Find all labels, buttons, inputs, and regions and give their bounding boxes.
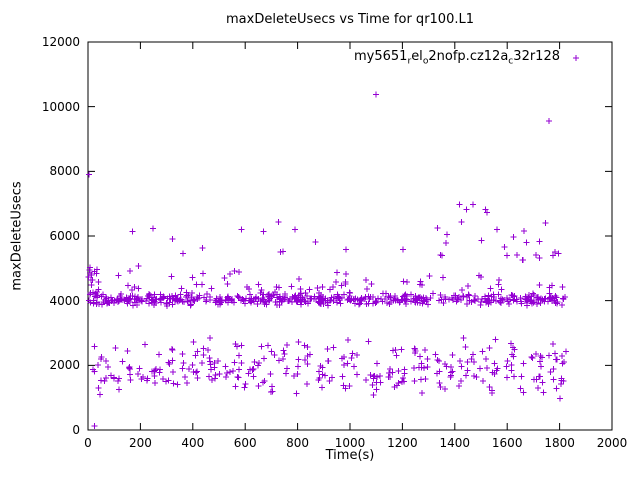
chart-title: maxDeleteUsecs vs Time for qr100.L1 [226,12,474,27]
x-tick-label: 1600 [491,436,523,450]
x-tick-label: 0 [84,436,92,450]
legend-label-segment: el [411,49,423,64]
legend-plus-marker-icon [573,55,579,61]
y-tick-label: 12000 [41,35,80,49]
x-tick-label: 1800 [544,436,575,450]
legend-label-segment: 2nofp.cz12a [428,49,509,64]
y-axis-label: maxDeleteUsecs [9,181,25,291]
legend-label-segment: r [407,56,412,67]
x-tick-label: 600 [233,436,257,450]
x-tick-label: 800 [286,436,310,450]
y-tick-label: 2000 [49,358,80,373]
y-tick-label: 4000 [49,293,80,308]
y-tick-label: 0 [72,423,80,437]
scatter-points [85,91,569,429]
x-axis-label: Time(s) [325,448,375,463]
legend-label: my5651relo2nofp.cz12ac32r128 [354,49,560,67]
y-tick-label: 8000 [49,164,80,179]
y-tick-label: 6000 [49,229,80,243]
legend-label-segment: 32r128 [513,49,560,64]
legend-label-segment: my5651 [353,49,408,64]
x-tick-label: 1000 [334,436,366,450]
y-tick-label: 10000 [41,99,80,114]
legend-label-segment: o [422,56,429,67]
x-tick-label: 1200 [387,436,418,450]
legend-label-segment: c [508,56,514,67]
x-tick-label: 1400 [439,436,471,450]
x-tick-label: 400 [181,436,205,450]
axis-tick-marks [87,41,613,431]
plot-border [87,41,613,431]
x-tick-label: 200 [128,436,152,450]
x-tick-label: 2000 [596,436,628,450]
